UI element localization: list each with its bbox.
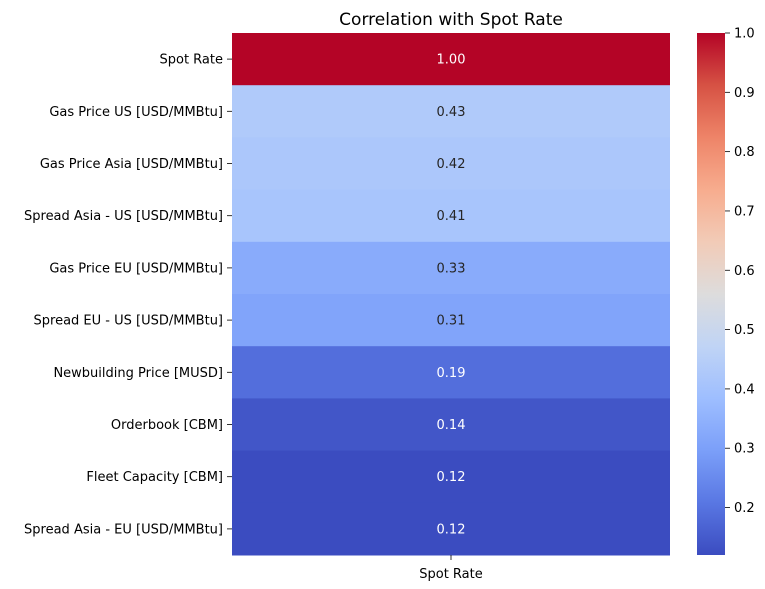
x-axis: Spot Rate <box>419 555 483 582</box>
row-label: Gas Price US [USD/MMBtu] <box>49 105 223 120</box>
row-labels: Spot Rate Gas Price US [USD/MMBtu] Gas Pri… <box>24 53 232 537</box>
heatmap-cell <box>232 33 670 86</box>
cell-value-label: 0.31 <box>437 314 466 329</box>
heatmap-cell <box>232 241 670 295</box>
row-label: Fleet Capacity [CBM] <box>86 470 223 485</box>
heatmap-cell <box>232 502 670 556</box>
colorbar-tick-label: 0.6 <box>734 264 755 279</box>
row-label: Gas Price Asia [USD/MMBtu] <box>40 157 223 172</box>
colorbar-tick-label: 0.7 <box>734 204 755 219</box>
heatmap-cell <box>232 137 670 191</box>
colorbar: 0.2 0.3 0.4 0.5 0.6 0.7 0.8 0.9 1.0 <box>697 27 755 555</box>
row-label: Spread EU - US [USD/MMBtu] <box>34 314 223 329</box>
heatmap-cells: 1.00 0.43 0.42 0.41 0.33 0.31 0.19 0.14 0.12 0.12 <box>232 33 670 556</box>
row-label: Spread Asia - EU [USD/MMBtu] <box>24 522 223 537</box>
colorbar-tick-label: 0.8 <box>734 145 755 160</box>
colorbar-tick-label: 0.5 <box>734 323 755 338</box>
heatmap-cell <box>232 398 670 452</box>
colorbar-ticks: 0.2 0.3 0.4 0.5 0.6 0.7 0.8 0.9 1.0 <box>725 27 755 516</box>
row-label: Gas Price EU [USD/MMBtu] <box>49 261 223 276</box>
colorbar-tick-label: 0.9 <box>734 86 755 101</box>
colorbar-tick-label: 0.3 <box>734 442 755 457</box>
cell-value-label: 0.14 <box>437 418 466 433</box>
heatmap-cell <box>232 450 670 504</box>
cell-value-label: 0.33 <box>437 261 466 276</box>
row-label: Orderbook [CBM] <box>111 418 223 433</box>
heatmap-cell <box>232 346 670 399</box>
heatmap-cell <box>232 85 670 138</box>
cell-value-label: 0.42 <box>437 157 466 172</box>
heatmap-cell <box>232 294 670 347</box>
colorbar-gradient <box>697 33 725 555</box>
colorbar-tick-label: 0.4 <box>734 382 755 397</box>
cell-value-label: 1.00 <box>437 53 466 68</box>
cell-value-label: 0.19 <box>437 366 466 381</box>
row-label: Spread Asia - US [USD/MMBtu] <box>24 209 223 224</box>
chart-title: Correlation with Spot Rate <box>339 10 563 30</box>
row-label: Spot Rate <box>160 53 224 68</box>
row-label: Newbuilding Price [MUSD] <box>53 366 223 381</box>
cell-value-label: 0.12 <box>437 470 466 485</box>
x-tick-label: Spot Rate <box>419 567 483 582</box>
cell-value-label: 0.41 <box>437 209 466 224</box>
colorbar-tick-label: 1.0 <box>734 27 755 42</box>
colorbar-tick-label: 0.2 <box>734 501 755 516</box>
heatmap-cell <box>232 189 670 243</box>
cell-value-label: 0.12 <box>437 522 466 537</box>
cell-value-label: 0.43 <box>437 105 466 120</box>
